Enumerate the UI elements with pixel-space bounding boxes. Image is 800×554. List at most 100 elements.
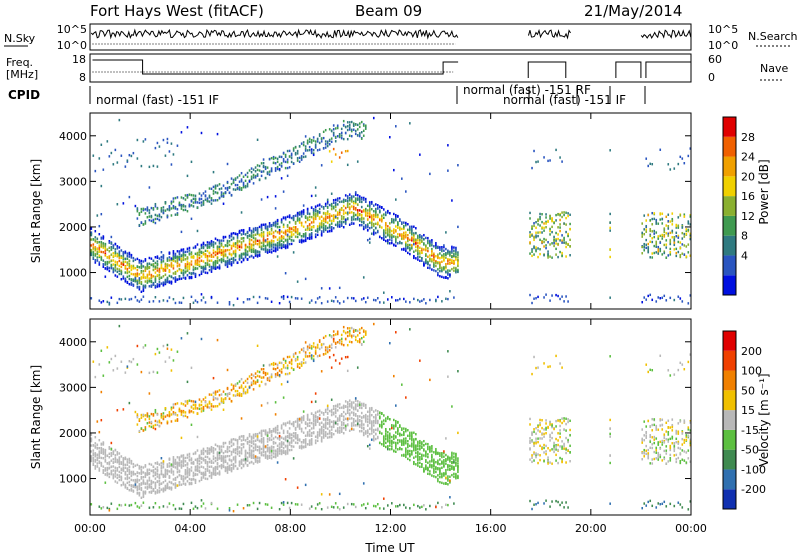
power-cell (92, 243, 95, 246)
power-cell (154, 284, 157, 288)
power-cell (308, 148, 311, 152)
velocity-cell (218, 470, 221, 473)
power-cell (433, 252, 435, 255)
power-cell (352, 211, 355, 215)
velocity-cell (126, 487, 129, 491)
power-cell (204, 262, 207, 265)
velocity-cell (110, 454, 113, 457)
velocity-cell (196, 466, 199, 469)
power-cell (405, 243, 407, 246)
power-cell (194, 199, 197, 202)
velocity-cell (212, 455, 215, 458)
power-cell (322, 219, 325, 223)
velocity-cell (166, 472, 169, 476)
power-cell (194, 197, 197, 201)
power-cell (104, 267, 107, 270)
power-cell (657, 245, 660, 249)
power-cell (388, 226, 391, 229)
velocity-cell (242, 436, 245, 439)
velocity-cell (266, 449, 269, 453)
power-cell (374, 215, 377, 219)
power-cell (144, 259, 147, 262)
velocity-cell (272, 427, 275, 431)
power-cell (421, 251, 423, 255)
power-cell (192, 265, 195, 269)
power-cell (338, 225, 341, 228)
power-cell (266, 251, 269, 254)
power-cell (409, 301, 411, 304)
power-cell (417, 249, 419, 253)
power-cell (124, 260, 127, 263)
velocity-cell (94, 460, 97, 463)
velocity-cell (138, 472, 141, 475)
velocity-cell (152, 471, 155, 474)
velocity-cell (114, 470, 117, 473)
power-cell (222, 194, 225, 198)
power-cell (565, 211, 567, 214)
power-cell (364, 214, 367, 217)
power-cell (144, 208, 147, 211)
power-cell (126, 275, 129, 279)
power-cell (234, 177, 237, 180)
power-cell (322, 147, 325, 150)
power-cell (407, 246, 409, 249)
power-cell (675, 235, 678, 238)
power-cell (164, 273, 167, 276)
power-cell (350, 200, 353, 203)
velocity-cell (240, 435, 243, 438)
velocity-cell (120, 475, 123, 479)
power-cell (565, 230, 567, 234)
power-cell (411, 237, 413, 240)
power-cell (190, 295, 193, 299)
power-cell (186, 263, 189, 266)
power-cell (413, 232, 415, 235)
power-cell (236, 240, 239, 243)
power-cell (232, 256, 235, 260)
velocity-cell (258, 457, 261, 460)
power-cell (200, 201, 203, 204)
power-cell (312, 220, 315, 224)
power-cell (196, 251, 199, 255)
power-cell (136, 279, 139, 282)
velocity-cell (268, 454, 271, 457)
power-cell (322, 230, 325, 233)
power-cell (90, 227, 93, 230)
power-cell (533, 245, 535, 248)
velocity-cell (272, 361, 275, 365)
power-cell (384, 211, 387, 214)
power-cell (533, 238, 535, 242)
power-cell (441, 249, 443, 253)
power-cell (455, 248, 457, 252)
velocity-cell (244, 392, 247, 395)
velocity-cell (124, 457, 127, 461)
power-cell (214, 242, 217, 245)
velocity-cell (160, 416, 163, 419)
power-cell (342, 215, 345, 219)
power-cell (350, 211, 353, 214)
velocity-cell (106, 472, 109, 475)
power-cell (382, 213, 385, 216)
power-cell (124, 267, 127, 270)
power-cell (320, 226, 323, 229)
power-cell (362, 196, 365, 200)
velocity-cell (158, 419, 161, 422)
power-cell (290, 152, 293, 156)
power-cell (360, 218, 363, 221)
power-cell (90, 297, 93, 300)
velocity-cell (264, 450, 267, 454)
velocity-cell (212, 376, 215, 380)
power-cell (653, 251, 656, 255)
power-cell (208, 187, 211, 190)
power-cell (427, 262, 429, 266)
power-cell (669, 296, 672, 300)
power-cell (184, 263, 187, 266)
velocity-cell (222, 455, 225, 458)
velocity-cell (114, 480, 117, 483)
velocity-cell (254, 372, 257, 375)
power-cell (443, 255, 445, 258)
power-cell (108, 246, 111, 249)
power-cell (242, 175, 245, 178)
power-cell (232, 244, 235, 248)
velocity-cell (222, 398, 225, 401)
